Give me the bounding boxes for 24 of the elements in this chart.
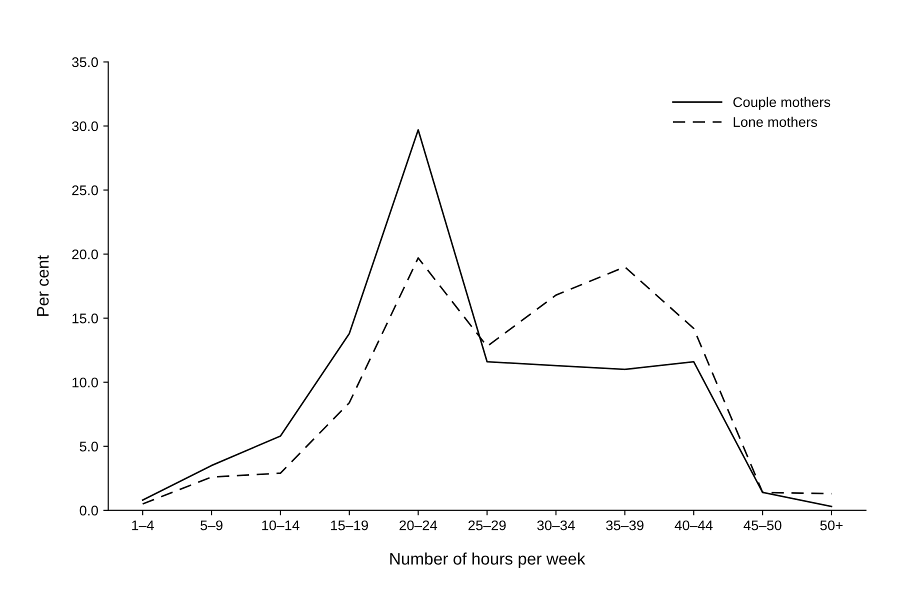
x-tick-label: 25–29 xyxy=(468,520,506,530)
y-tick-label: 25.0 xyxy=(72,185,98,196)
y-tick-label: 30.0 xyxy=(72,121,98,132)
y-tick-label: 0.0 xyxy=(80,506,98,516)
x-tick-label: 20–24 xyxy=(400,520,438,530)
x-tick-label: 5–9 xyxy=(200,520,222,530)
x-axis-title: Number of hours per week xyxy=(390,552,586,568)
x-tick-label: 35–39 xyxy=(606,520,644,530)
y-tick-label: 10.0 xyxy=(72,378,98,388)
x-tick-label: 40–44 xyxy=(674,520,713,530)
y-axis-title: Per cent xyxy=(37,255,49,316)
legend-label: Couple mothers xyxy=(733,96,830,110)
x-tick-label: 30–34 xyxy=(537,520,575,530)
y-tick-label: 20.0 xyxy=(72,249,98,260)
x-tick-label: 15–19 xyxy=(331,520,368,530)
x-tick-label: 1–4 xyxy=(132,520,154,530)
x-tick-label: 10–14 xyxy=(262,520,300,530)
y-tick-label: 5.0 xyxy=(80,442,98,452)
x-tick-label: 45–50 xyxy=(744,520,782,530)
x-tick-label: 50+ xyxy=(820,520,843,530)
legend-label: Lone mothers xyxy=(734,116,818,127)
y-tick-label: 35.0 xyxy=(72,57,98,68)
line-series xyxy=(142,129,832,508)
y-tick-label: 15.0 xyxy=(72,314,98,324)
